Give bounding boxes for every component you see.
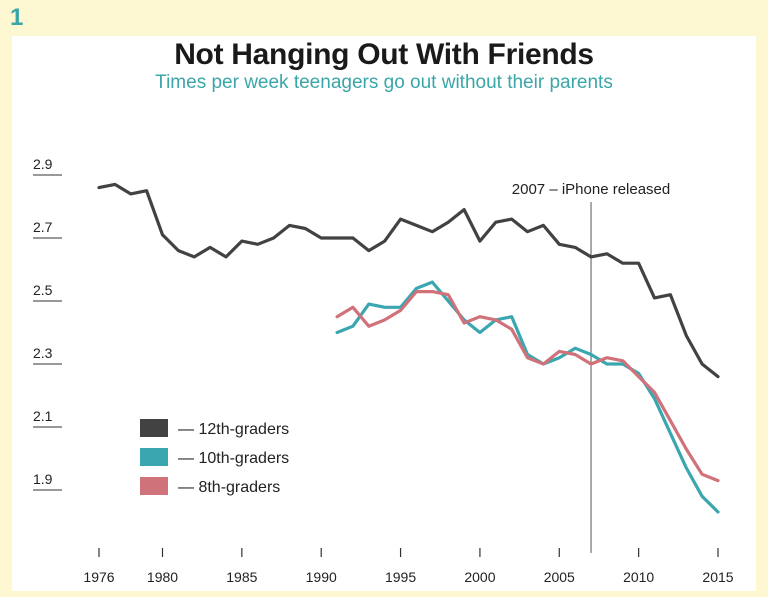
series-line-0 — [97, 182, 720, 379]
legend: — 12th-graders — 10th-graders — 8th-grader… — [140, 419, 289, 496]
x-tick-label: 1995 — [385, 569, 416, 585]
x-tick-label: 2015 — [702, 569, 733, 585]
x-tick-label: 1990 — [306, 569, 337, 585]
x-tick-label: 1976 — [83, 569, 114, 585]
x-tick-label: 2010 — [623, 569, 654, 585]
y-tick-label: 2.3 — [33, 345, 53, 361]
y-tick-label: 2.1 — [33, 408, 53, 424]
y-tick-label: 2.9 — [33, 156, 53, 172]
legend-swatch — [140, 419, 168, 437]
chart-subtitle: Times per week teenagers go out without … — [155, 72, 613, 93]
legend-swatch — [140, 477, 168, 495]
x-tick-label: 2000 — [464, 569, 495, 585]
x-tick-label: 2005 — [544, 569, 575, 585]
legend-swatch — [140, 448, 168, 466]
y-tick-label: 2.5 — [33, 282, 53, 298]
series-line-2 — [335, 290, 720, 483]
y-tick-label: 2.7 — [33, 219, 53, 235]
legend-label: — 10th-graders — [178, 450, 289, 467]
x-axis: 1976 1980 1985 1990 1995 2000 2005 2010 2015 — [83, 548, 734, 585]
chart-panel — [12, 36, 756, 591]
y-tick-label: 1.9 — [33, 471, 53, 487]
series-lines — [97, 182, 720, 514]
annotation-label: 2007 – iPhone released — [512, 181, 670, 198]
x-tick-label: 1980 — [147, 569, 178, 585]
page-number: 1 — [10, 4, 24, 31]
series-line-1 — [335, 280, 720, 514]
legend-label: — 12th-graders — [178, 421, 289, 438]
legend-label: — 8th-graders — [178, 479, 280, 496]
x-tick-label: 1985 — [226, 569, 257, 585]
iphone-annotation: 2007 – iPhone released — [512, 181, 670, 553]
chart-title: Not Hanging Out With Friends — [174, 38, 594, 71]
y-axis: 2.9 2.7 2.5 2.3 2.1 1.9 — [33, 156, 62, 491]
